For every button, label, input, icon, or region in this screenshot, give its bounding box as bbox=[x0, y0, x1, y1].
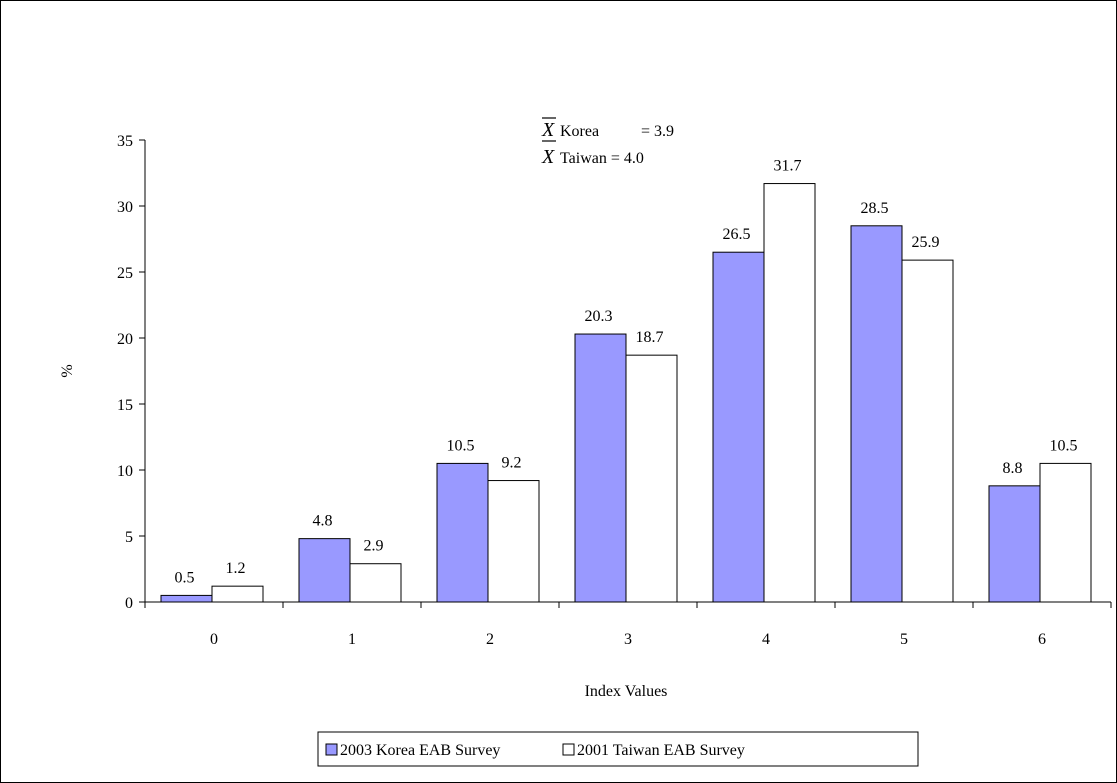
data-label: 8.8 bbox=[1003, 460, 1023, 477]
data-label: 25.9 bbox=[912, 234, 940, 251]
bar-taiwan-1 bbox=[349, 563, 402, 603]
legend-swatch-taiwan bbox=[562, 743, 575, 756]
y-tick-label: 15 bbox=[117, 397, 133, 414]
data-label: 1.2 bbox=[226, 560, 246, 577]
y-tick-label: 20 bbox=[117, 331, 133, 348]
data-labels: 0.5 4.8 10.5 20.3 26.5 28.5 8.8 1.2 2.9 9.2 18.7 31… bbox=[175, 158, 1078, 587]
y-tick-label: 5 bbox=[125, 529, 133, 546]
bar-taiwan-5 bbox=[901, 259, 954, 603]
bar-korea-3 bbox=[574, 333, 627, 603]
data-label: 28.5 bbox=[861, 200, 889, 217]
bar-korea-5 bbox=[850, 225, 903, 603]
bar-korea-6 bbox=[988, 485, 1041, 603]
legend-label-korea: 2003 Korea EAB Survey bbox=[340, 742, 500, 759]
bar-korea-1 bbox=[298, 538, 351, 603]
bar-korea-0 bbox=[160, 594, 213, 603]
x-tick-label: 3 bbox=[624, 631, 632, 648]
x-tick-label: 5 bbox=[900, 631, 908, 648]
legend: 2003 Korea EAB Survey 2001 Taiwan EAB Su… bbox=[317, 731, 919, 767]
data-label: 18.7 bbox=[636, 329, 664, 346]
legend-frame bbox=[317, 731, 919, 767]
legend-swatch-korea bbox=[325, 743, 338, 756]
data-label: 20.3 bbox=[585, 308, 613, 325]
bar-taiwan-0 bbox=[211, 585, 264, 603]
y-tick-label: 35 bbox=[117, 133, 133, 150]
y-tick-label: 30 bbox=[117, 199, 133, 216]
data-label: 2.9 bbox=[364, 538, 384, 555]
y-axis-label: % bbox=[59, 364, 76, 377]
data-label: 4.8 bbox=[313, 513, 333, 530]
data-label: 31.7 bbox=[774, 158, 802, 175]
data-label: 10.5 bbox=[447, 437, 475, 454]
x-tick-label: 6 bbox=[1038, 631, 1046, 648]
data-label: 26.5 bbox=[723, 226, 751, 243]
bar-taiwan-3 bbox=[625, 354, 678, 603]
bar-taiwan-4 bbox=[763, 183, 816, 603]
legend-label-taiwan: 2001 Taiwan EAB Survey bbox=[577, 742, 745, 759]
y-tick-label: 10 bbox=[117, 463, 133, 480]
x-tick-label: 4 bbox=[762, 631, 770, 648]
bars bbox=[160, 183, 1092, 603]
bar-korea-2 bbox=[436, 462, 489, 603]
mean-korea-label: Korea bbox=[560, 123, 599, 140]
mean-korea-value: = 3.9 bbox=[641, 123, 674, 140]
mean-symbol-taiwan: X bbox=[541, 146, 555, 168]
data-label: 0.5 bbox=[175, 569, 195, 586]
x-tick-label: 1 bbox=[348, 631, 356, 648]
x-tick-label: 0 bbox=[210, 631, 218, 648]
bar-taiwan-6 bbox=[1039, 462, 1092, 603]
mean-symbol-korea: X bbox=[541, 119, 555, 141]
mean-taiwan-label: Taiwan = 4.0 bbox=[560, 150, 644, 167]
y-axis: 0 5 10 15 20 25 30 35 bbox=[117, 133, 146, 612]
mean-annotation: X Korea = 3.9 X Taiwan = 4.0 bbox=[541, 117, 674, 168]
x-axis-label: Index Values bbox=[585, 683, 668, 700]
bar-taiwan-2 bbox=[487, 480, 540, 603]
data-label: 10.5 bbox=[1050, 437, 1078, 454]
bar-korea-4 bbox=[712, 251, 765, 603]
y-tick-label: 0 bbox=[125, 595, 133, 612]
data-label: 9.2 bbox=[502, 455, 522, 472]
y-tick-label: 25 bbox=[117, 265, 133, 282]
x-tick-label: 2 bbox=[486, 631, 494, 648]
